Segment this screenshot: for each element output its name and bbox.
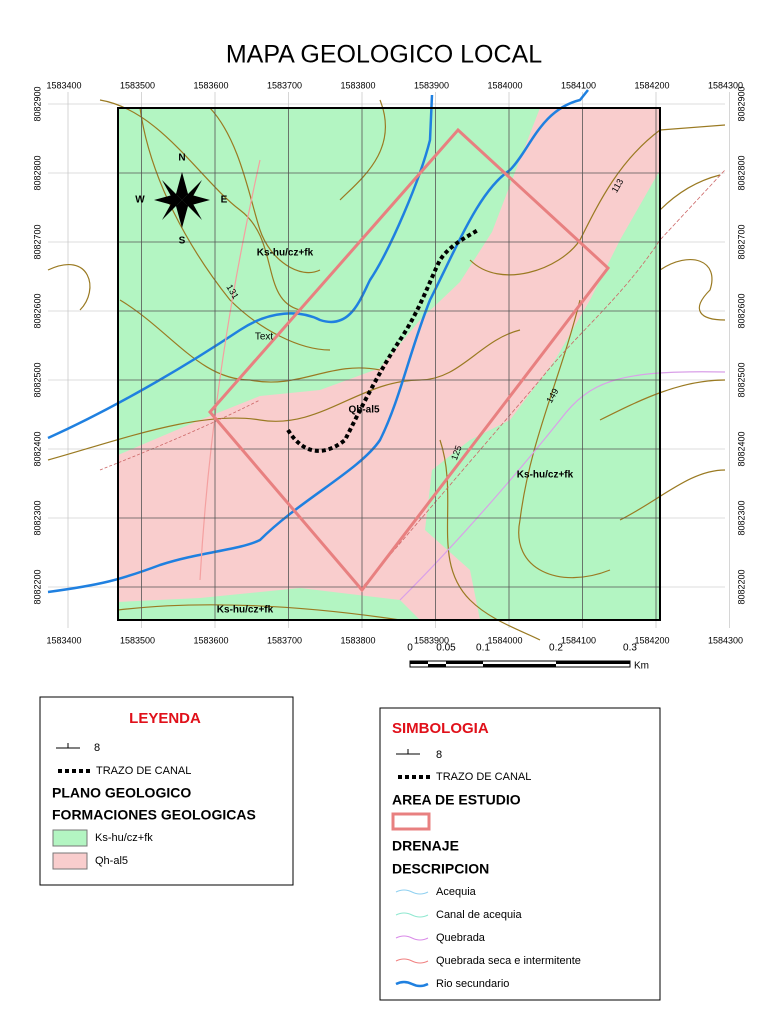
symbology-heading: DRENAJE (392, 838, 459, 854)
y-coord-label: 8082400 (736, 431, 746, 466)
x-coord-label: 1583900 (414, 80, 449, 90)
y-coord-label: 8082900 (32, 86, 42, 121)
scale-bar: Km 0 0.05 0.1 0.2 0.3 (407, 643, 649, 672)
x-coord-label: 1583600 (193, 635, 228, 645)
y-coord-label: 8082600 (736, 293, 746, 328)
symbology-item: Rio secundario (436, 978, 509, 990)
legend-item: Qh-al5 (95, 855, 128, 867)
scale-tick-label: 0 (407, 643, 413, 654)
contour-label: 125 (449, 444, 464, 462)
symbology-heading: DESCRIPCION (392, 861, 489, 877)
rivers (47, 89, 589, 594)
y-coord-label: 8082200 (32, 569, 42, 604)
canal-trace (286, 228, 480, 453)
pink-unit (118, 108, 660, 620)
y-coord-label: 8082700 (32, 224, 42, 259)
y-coord-label: 8082500 (32, 362, 42, 397)
y-coord-label: 8082800 (736, 155, 746, 190)
quebrada-seca (99, 399, 261, 471)
legend: LEYENDA 8 TRAZO DE CANAL PLANO GEOLOGICO… (39, 696, 294, 886)
symbology-item: Quebrada seca e intermitente (436, 955, 581, 967)
study-area (208, 127, 611, 593)
x-coord-label: 1583700 (267, 635, 302, 645)
legend-heading: PLANO GEOLOGICO (52, 785, 191, 801)
text-label: Text (255, 332, 274, 343)
compass-s: S (179, 236, 186, 247)
scale-tick-label: 0.05 (436, 643, 456, 654)
unit-label: Ks-hu/cz+fk (257, 248, 314, 259)
unit-label: Qh-al5 (348, 405, 380, 416)
scale-tick-label: 0.2 (549, 643, 563, 654)
symbology-item: Canal de acequia (436, 909, 523, 921)
symbology-symbol: 8 (436, 749, 442, 761)
symbology-item: Acequia (436, 886, 477, 898)
scale-tick-label: 0.1 (476, 643, 490, 654)
y-coord-label: 8082900 (736, 86, 746, 121)
x-coord-label: 1583700 (267, 80, 302, 90)
x-coord-label: 1583500 (120, 80, 155, 90)
unit-label: Ks-hu/cz+fk (517, 470, 574, 481)
y-coord-label: 8082600 (32, 293, 42, 328)
x-coord-label: 1583800 (340, 80, 375, 90)
legend-canal: TRAZO DE CANAL (96, 765, 191, 777)
x-coord-label: 1584000 (487, 635, 522, 645)
x-coord-label: 1583400 (46, 635, 81, 645)
y-coord-label: 8082500 (736, 362, 746, 397)
map-frame (117, 107, 661, 621)
y-coord-label: 8082200 (736, 569, 746, 604)
x-coord-label: 1584100 (561, 80, 596, 90)
symbology-item: Quebrada (436, 932, 486, 944)
compass: N S E W (135, 153, 227, 247)
x-coord-label: 1584000 (487, 80, 522, 90)
x-coord-label: 1584300 (708, 80, 743, 90)
x-coord-label: 1583600 (193, 80, 228, 90)
x-coord-label: 1583800 (340, 635, 375, 645)
y-coord-label: 8082400 (32, 431, 42, 466)
x-coord-label: 1583900 (414, 635, 449, 645)
legend-item: Ks-hu/cz+fk (95, 832, 153, 844)
x-coord-label: 1583400 (46, 80, 81, 90)
legend-symbol: 8 (94, 742, 100, 754)
symbology-heading: AREA DE ESTUDIO (392, 792, 521, 808)
quebrada (199, 159, 261, 581)
y-coord-label: 8082300 (32, 500, 42, 535)
symbology-canal: TRAZO DE CANAL (436, 771, 531, 783)
unit-label: Ks-hu/cz+fk (217, 605, 274, 616)
x-coord-label: 1584200 (634, 635, 669, 645)
symbology-title: SIMBOLOGIA (392, 720, 489, 737)
x-coord-label: 1584200 (634, 80, 669, 90)
inner-grid (118, 108, 660, 620)
compass-w: W (135, 195, 145, 206)
acequia (399, 371, 726, 601)
compass-n: N (178, 153, 185, 164)
legend-title: LEYENDA (129, 710, 201, 727)
scale-tick-label: 0.3 (623, 643, 637, 654)
compass-e: E (221, 195, 228, 206)
x-coord-label: 1583500 (120, 635, 155, 645)
scale-unit: Km (634, 661, 649, 672)
x-coord-label: 1584100 (561, 635, 596, 645)
map-title: MAPA GEOLOGICO LOCAL (226, 41, 542, 69)
legend-heading: FORMACIONES GEOLOGICAS (52, 807, 256, 823)
y-coord-label: 8082300 (736, 500, 746, 535)
contours (47, 99, 726, 641)
symbology: SIMBOLOGIA 8 TRAZO DE CANAL AREA DE ESTU… (379, 707, 661, 1001)
y-coord-label: 8082700 (736, 224, 746, 259)
x-coord-label: 1584300 (708, 635, 743, 645)
y-coord-label: 8082800 (32, 155, 42, 190)
